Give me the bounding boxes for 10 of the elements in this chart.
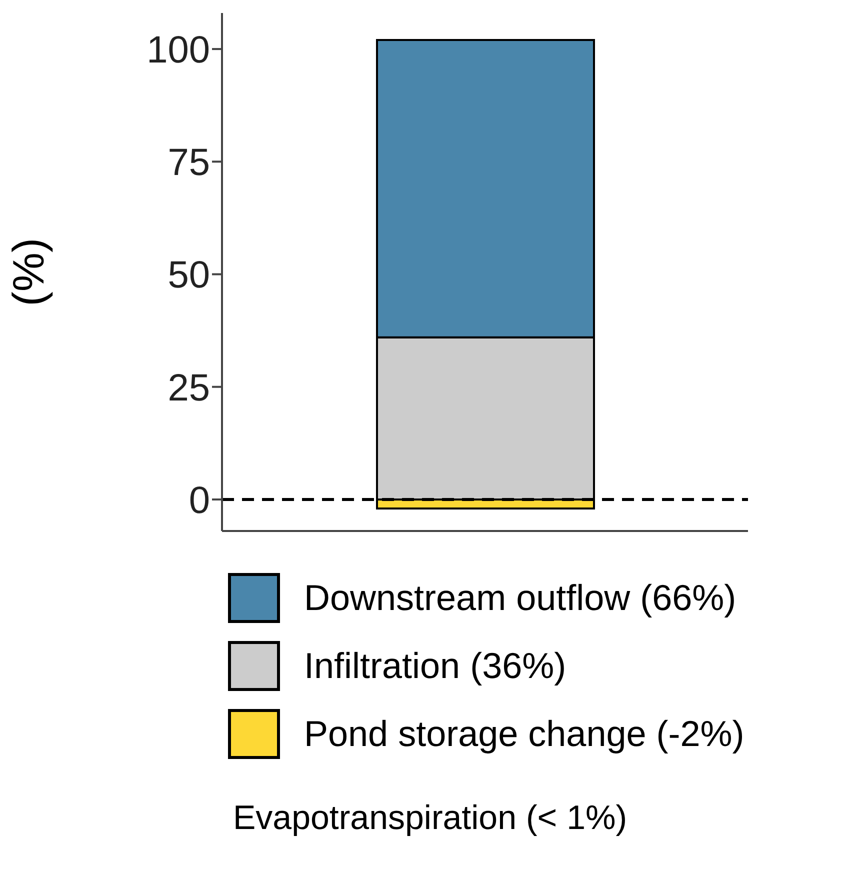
legend-label: Pond storage change (-2%) xyxy=(304,713,744,755)
y-tick-label: 75 xyxy=(168,142,210,184)
y-tick-label: 100 xyxy=(146,30,210,72)
legend-label: Downstream outflow (66%) xyxy=(304,577,736,619)
y-tick-label: 0 xyxy=(188,480,210,522)
y-tick-label: 50 xyxy=(168,254,210,297)
y-axis-title: (%) xyxy=(4,238,54,306)
y-tick-label: 25 xyxy=(168,367,210,410)
legend-label: Infiltration (36%) xyxy=(304,645,566,687)
text: Evapotranspiration (< 1%) xyxy=(233,799,628,838)
